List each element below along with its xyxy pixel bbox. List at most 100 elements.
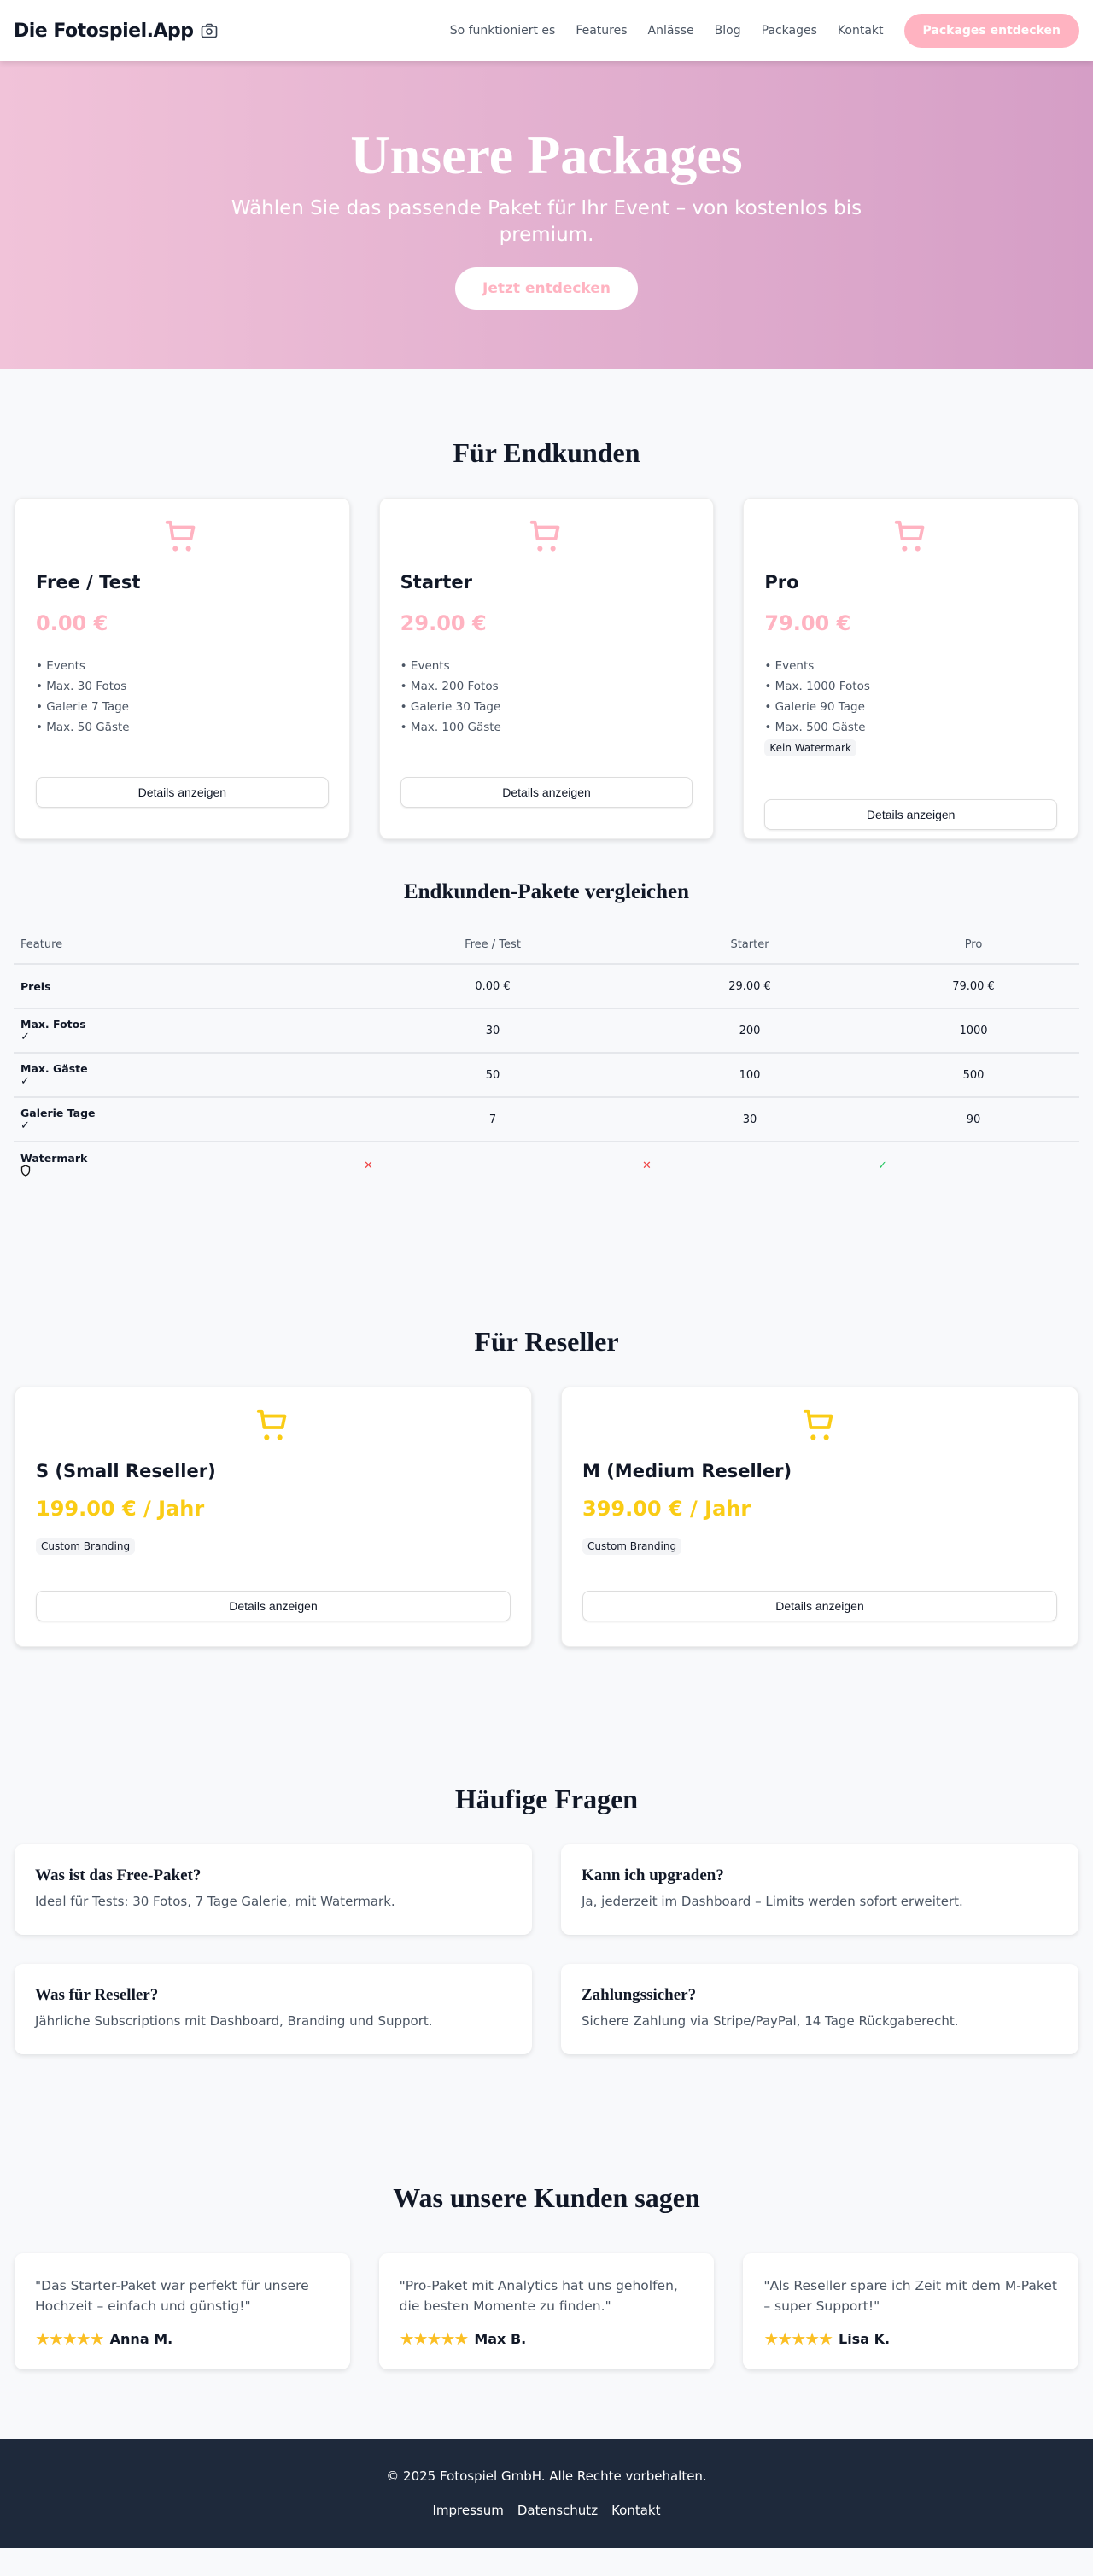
footer-link-kontakt[interactable]: Kontakt [611, 2503, 661, 2518]
check-icon: ✓ [20, 1031, 30, 1043]
package-card: Free / Test 0.00 € • Events • Max. 30 Fotos… [15, 498, 350, 839]
faq-item: Kann ich upgraden? Ja, jederzeit im Dashb… [561, 1844, 1078, 1935]
nav-link-features[interactable]: Features [576, 24, 628, 38]
faq-row: Was ist das Free-Paket? Ideal für Tests: … [0, 1844, 1093, 1935]
table-row: Max. Gäste ✓ 50 100 500 [14, 1053, 1079, 1098]
faq-question: Kann ich upgraden? [582, 1866, 724, 1884]
nav-link-anlaesse[interactable]: Anlässe [647, 24, 694, 38]
star-rating-icon: ★★★★★ [35, 2328, 105, 2349]
faq-answer: Sichere Zahlung via Stripe/PayPal, 14 Ta… [582, 2013, 959, 2029]
testimonial-rating: ★★★★★ Max B. [400, 2328, 694, 2349]
feature-cell: Watermark [14, 1142, 354, 1189]
feature-cell: Preis [14, 964, 354, 1009]
jetzt-entdecken-button[interactable]: Jetzt entdecken [455, 267, 638, 311]
feature-cell: Max. Fotos ✓ [14, 1008, 354, 1054]
value-cell: 100 [632, 1053, 868, 1098]
star-rating-icon: ★★★★★ [763, 2328, 833, 2349]
feature-item: • Events [764, 659, 815, 673]
footer-link-datenschutz[interactable]: Datenschutz [517, 2503, 599, 2518]
endkunden-heading: Für Endkunden [453, 437, 640, 468]
cart-icon [582, 1408, 1057, 1447]
testimonial-cards: "Das Starter-Paket war perfekt für unser… [0, 2253, 1093, 2369]
value-cell: 50 [354, 1053, 632, 1098]
feature-cell: Galerie Tage ✓ [14, 1097, 354, 1142]
reseller-card: S (Small Reseller) 199.00 € / Jahr Custom … [15, 1387, 532, 1647]
value-cell: 7 [354, 1097, 632, 1142]
details-anzeigen-button[interactable]: Details anzeigen [36, 1591, 511, 1621]
package-price: 79.00 € [764, 611, 851, 635]
kein-watermark-badge: Kein Watermark [764, 739, 856, 756]
feature-item: • Max. 200 Fotos [400, 680, 499, 693]
feature-list: • Events • Max. 1000 Fotos • Galerie 90 Ta… [764, 656, 1057, 772]
cart-icon [36, 519, 329, 558]
feature-label: Galerie Tage [20, 1107, 96, 1119]
package-name: Free / Test [36, 572, 141, 593]
feature-item: • Galerie 7 Tage [36, 700, 129, 714]
endkunden-cards: Free / Test 0.00 € • Events • Max. 30 Fotos… [0, 498, 1093, 839]
value-cell: 500 [868, 1053, 1079, 1098]
hero-title: Unsere Packages [350, 125, 743, 185]
shield-icon [20, 1165, 354, 1180]
feature-label: Max. Fotos [20, 1018, 86, 1031]
feature-item: • Max. 30 Fotos [36, 680, 127, 693]
package-name: Starter [400, 572, 472, 593]
details-anzeigen-button[interactable]: Details anzeigen [764, 799, 1058, 830]
faq-answer: Jährliche Subscriptions mit Dashboard, B… [35, 2013, 433, 2029]
header-feature: Feature [14, 926, 354, 965]
table-row: Preis 0.00 €29.00 €79.00 € [14, 964, 1079, 1009]
faq-item: Zahlungssicher? Sichere Zahlung via Strip… [561, 1964, 1078, 2054]
check-icon: ✓ [878, 1159, 887, 1172]
feature-item: • Max. 1000 Fotos [764, 680, 870, 693]
feature-cell: Max. Gäste ✓ [14, 1053, 354, 1098]
custom-branding-badge: Custom Branding [36, 1538, 136, 1555]
logo[interactable]: Die Fotospiel.App [14, 20, 218, 42]
testimonial-text: "Das Starter-Paket war perfekt für unser… [35, 2278, 309, 2314]
package-price: 29.00 € [400, 611, 487, 635]
feature-list: • Events • Max. 200 Fotos • Galerie 30 Tag… [400, 656, 693, 750]
top-nav: Die Fotospiel.App So funktioniert es Fea… [0, 0, 1093, 61]
header-free: Free / Test [354, 926, 632, 965]
table-row: Watermark ✕ ✕ ✓ [14, 1142, 1079, 1189]
value-cell: 29.00 € [632, 964, 868, 1009]
testimonial-rating: ★★★★★ Anna M. [35, 2328, 330, 2349]
star-rating-icon: ★★★★★ [399, 2328, 470, 2349]
nav-link-blog[interactable]: Blog [714, 24, 741, 38]
faq-question: Was ist das Free-Paket? [35, 1866, 202, 1884]
testimonial-author: Max B. [474, 2330, 527, 2347]
nav-link-so-funktioniert-es[interactable]: So funktioniert es [449, 24, 556, 38]
feature-item: • Galerie 30 Tage [400, 700, 501, 714]
reseller-card: M (Medium Reseller) 399.00 € / Jahr Custom… [561, 1387, 1078, 1647]
faq-heading: Häufige Fragen [454, 1784, 639, 1814]
hero-subtitle: Wählen Sie das passende Paket für Ihr Ev… [231, 197, 862, 247]
nav-link-packages[interactable]: Packages [761, 24, 817, 38]
packages-entdecken-button[interactable]: Packages entdecken [903, 14, 1079, 48]
cross-icon: ✕ [642, 1159, 652, 1172]
package-name: Pro [764, 572, 799, 593]
faq-row: Was für Reseller? Jährliche Subscriptions… [0, 1964, 1093, 2054]
package-price: 199.00 € / Jahr [36, 1497, 205, 1521]
reseller-cards: S (Small Reseller) 199.00 € / Jahr Custom … [0, 1387, 1093, 1647]
testimonials-heading: Was unsere Kunden sagen [393, 2182, 700, 2213]
faq-question: Was für Reseller? [35, 1986, 159, 2004]
camera-icon [201, 23, 217, 38]
package-price: 0.00 € [36, 611, 108, 635]
feature-label: Preis [20, 979, 51, 993]
value-cell: 90 [868, 1097, 1079, 1142]
package-name: M (Medium Reseller) [582, 1461, 792, 1481]
footer: © 2025 Fotospiel GmbH. Alle Rechte vorbe… [0, 2439, 1093, 2548]
testimonial-author: Lisa K. [839, 2330, 891, 2347]
faq-answer: Ja, jederzeit im Dashboard – Limits werd… [582, 1894, 963, 1909]
value-cell: 200 [632, 1008, 868, 1054]
package-card: Starter 29.00 € • Events • Max. 200 Fotos • … [378, 498, 715, 839]
details-anzeigen-button[interactable]: Details anzeigen [36, 777, 329, 808]
nav-link-kontakt[interactable]: Kontakt [837, 24, 884, 38]
testimonial-card: "Das Starter-Paket war perfekt für unser… [15, 2253, 350, 2369]
feature-item: • Max. 100 Gäste [400, 721, 501, 734]
package-card: Pro 79.00 € • Events • Max. 1000 Fotos • Gal… [743, 498, 1079, 839]
details-anzeigen-button[interactable]: Details anzeigen [582, 1591, 1057, 1621]
details-anzeigen-button[interactable]: Details anzeigen [400, 777, 693, 808]
footer-link-impressum[interactable]: Impressum [432, 2503, 504, 2518]
compare-table: Feature Free / Test Starter Pro Preis 0.0… [14, 926, 1079, 1189]
package-name: S (Small Reseller) [36, 1461, 216, 1481]
check-icon: ✓ [20, 1119, 30, 1132]
